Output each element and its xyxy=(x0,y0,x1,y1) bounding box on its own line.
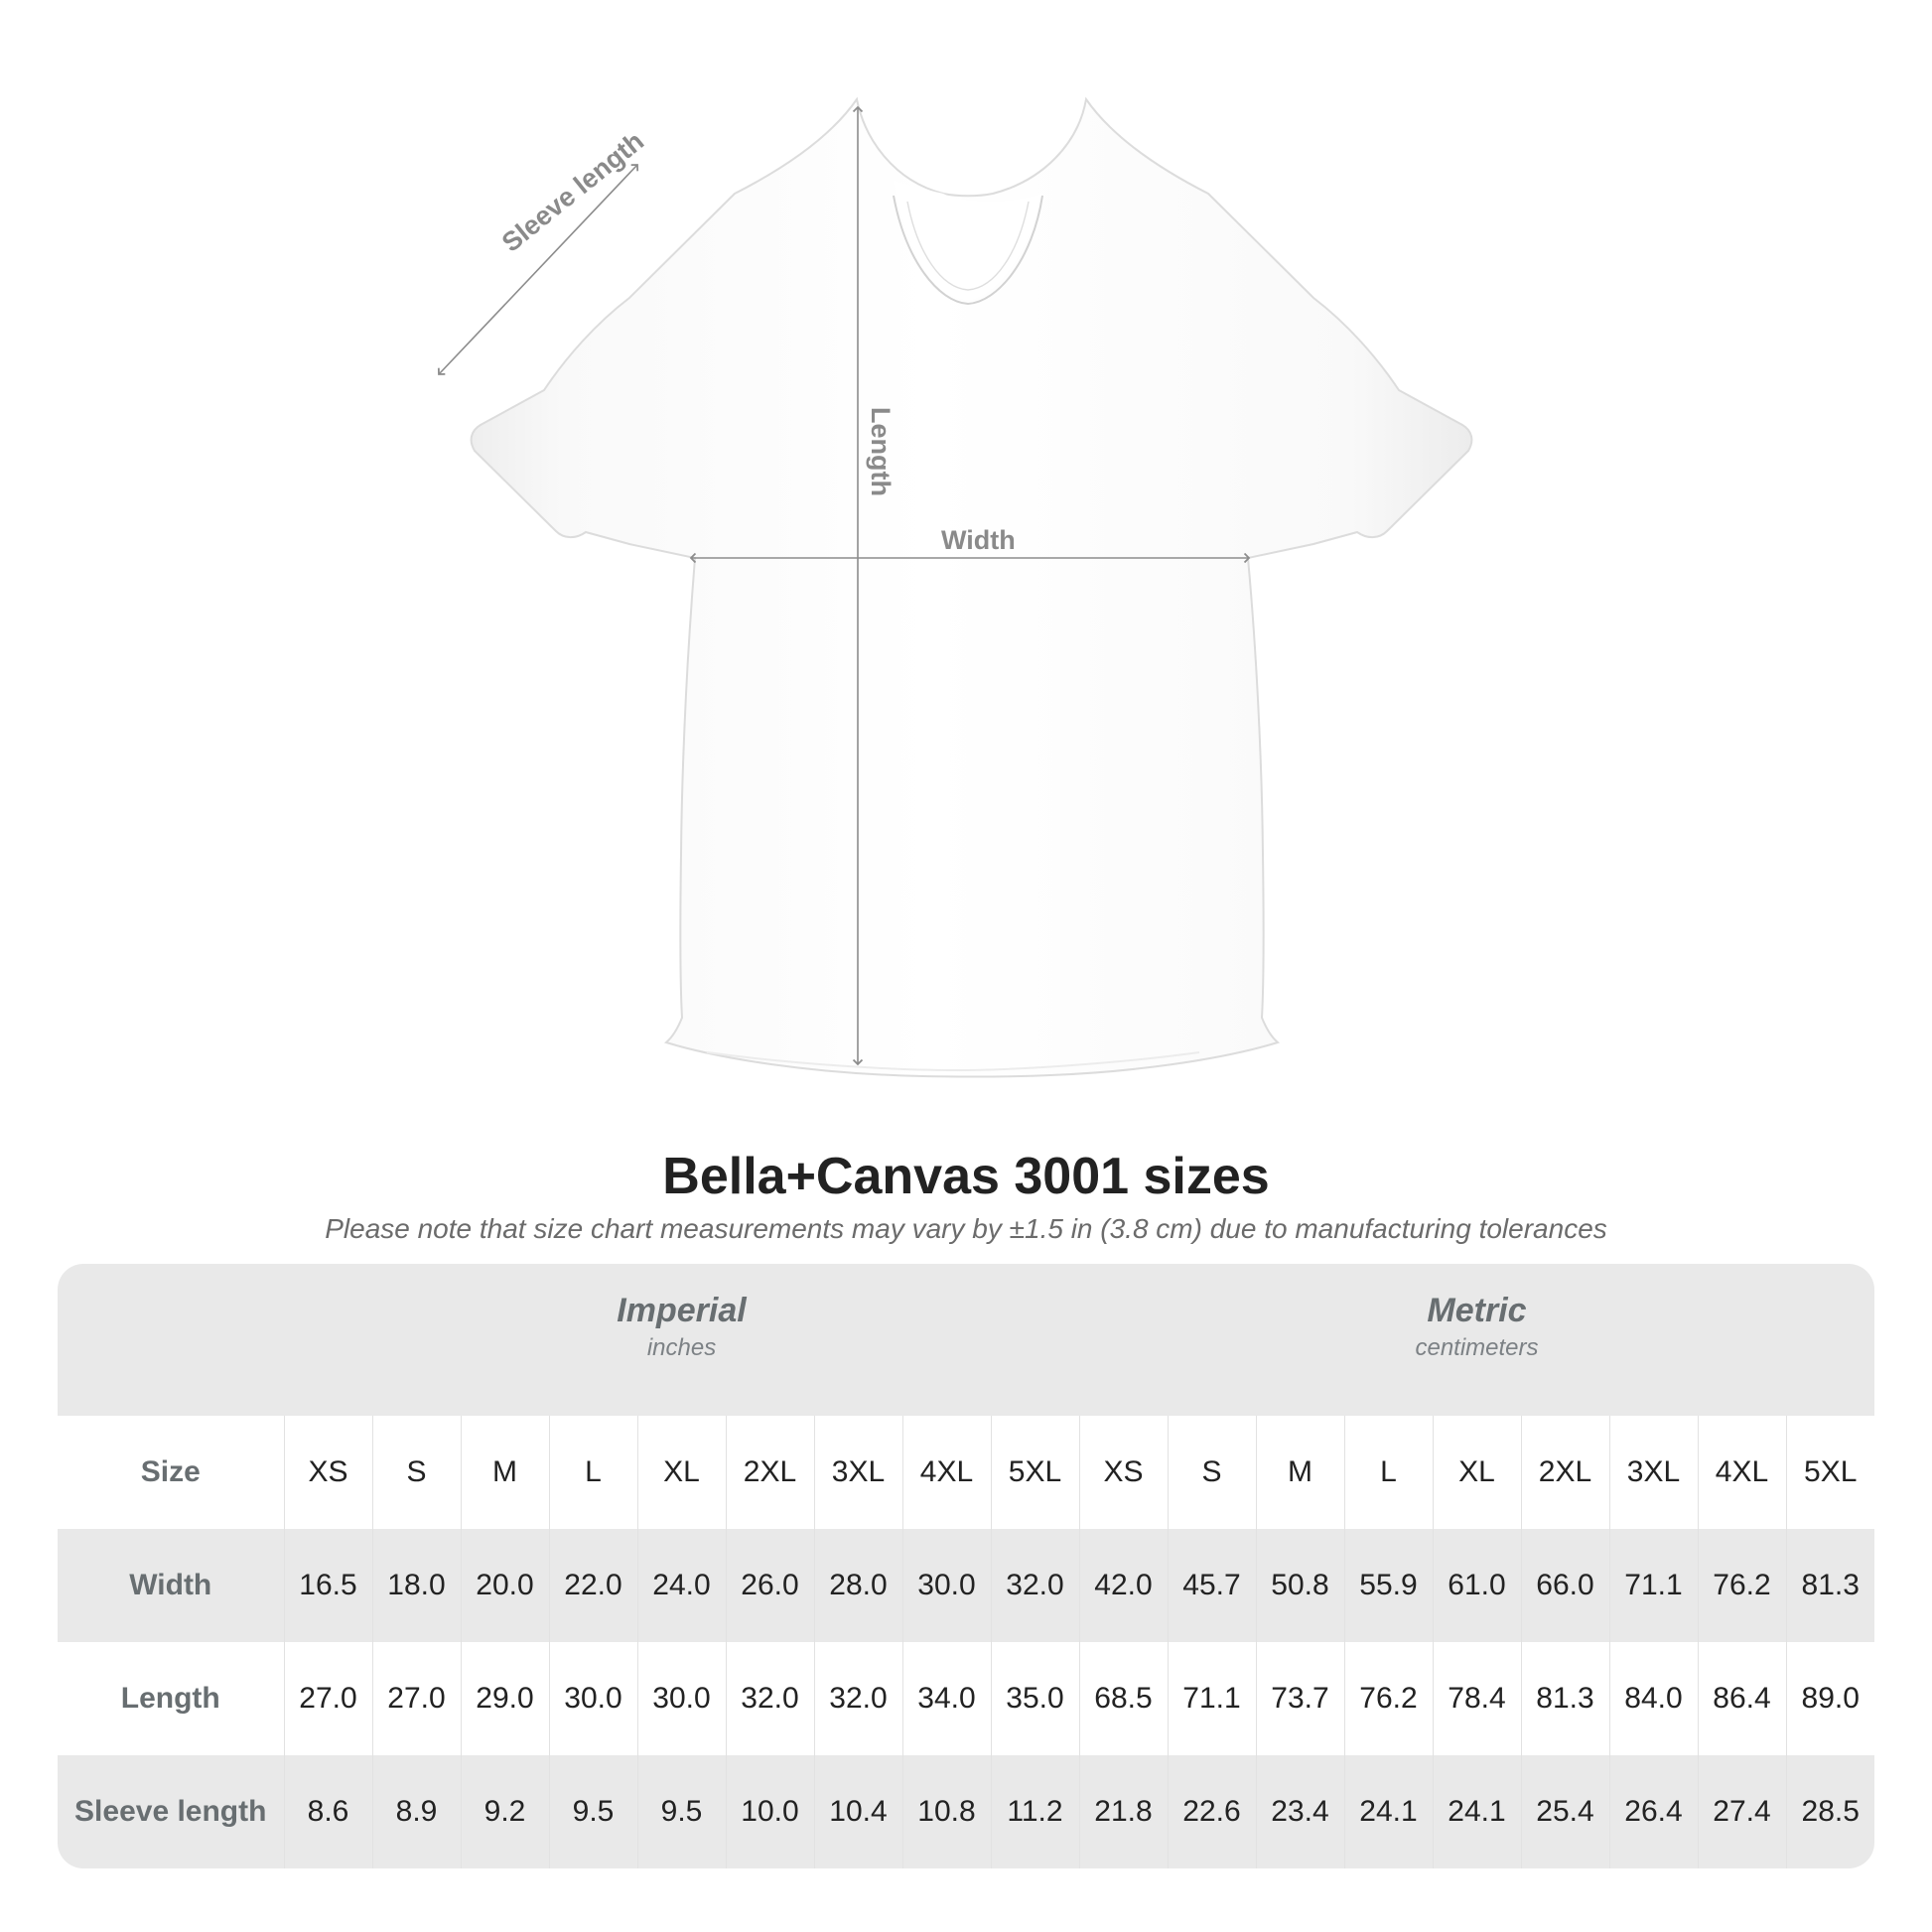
svg-text:Sleeve length: Sleeve length xyxy=(496,126,649,258)
svg-text:Width: Width xyxy=(941,525,1016,555)
svg-text:Length: Length xyxy=(866,407,896,496)
